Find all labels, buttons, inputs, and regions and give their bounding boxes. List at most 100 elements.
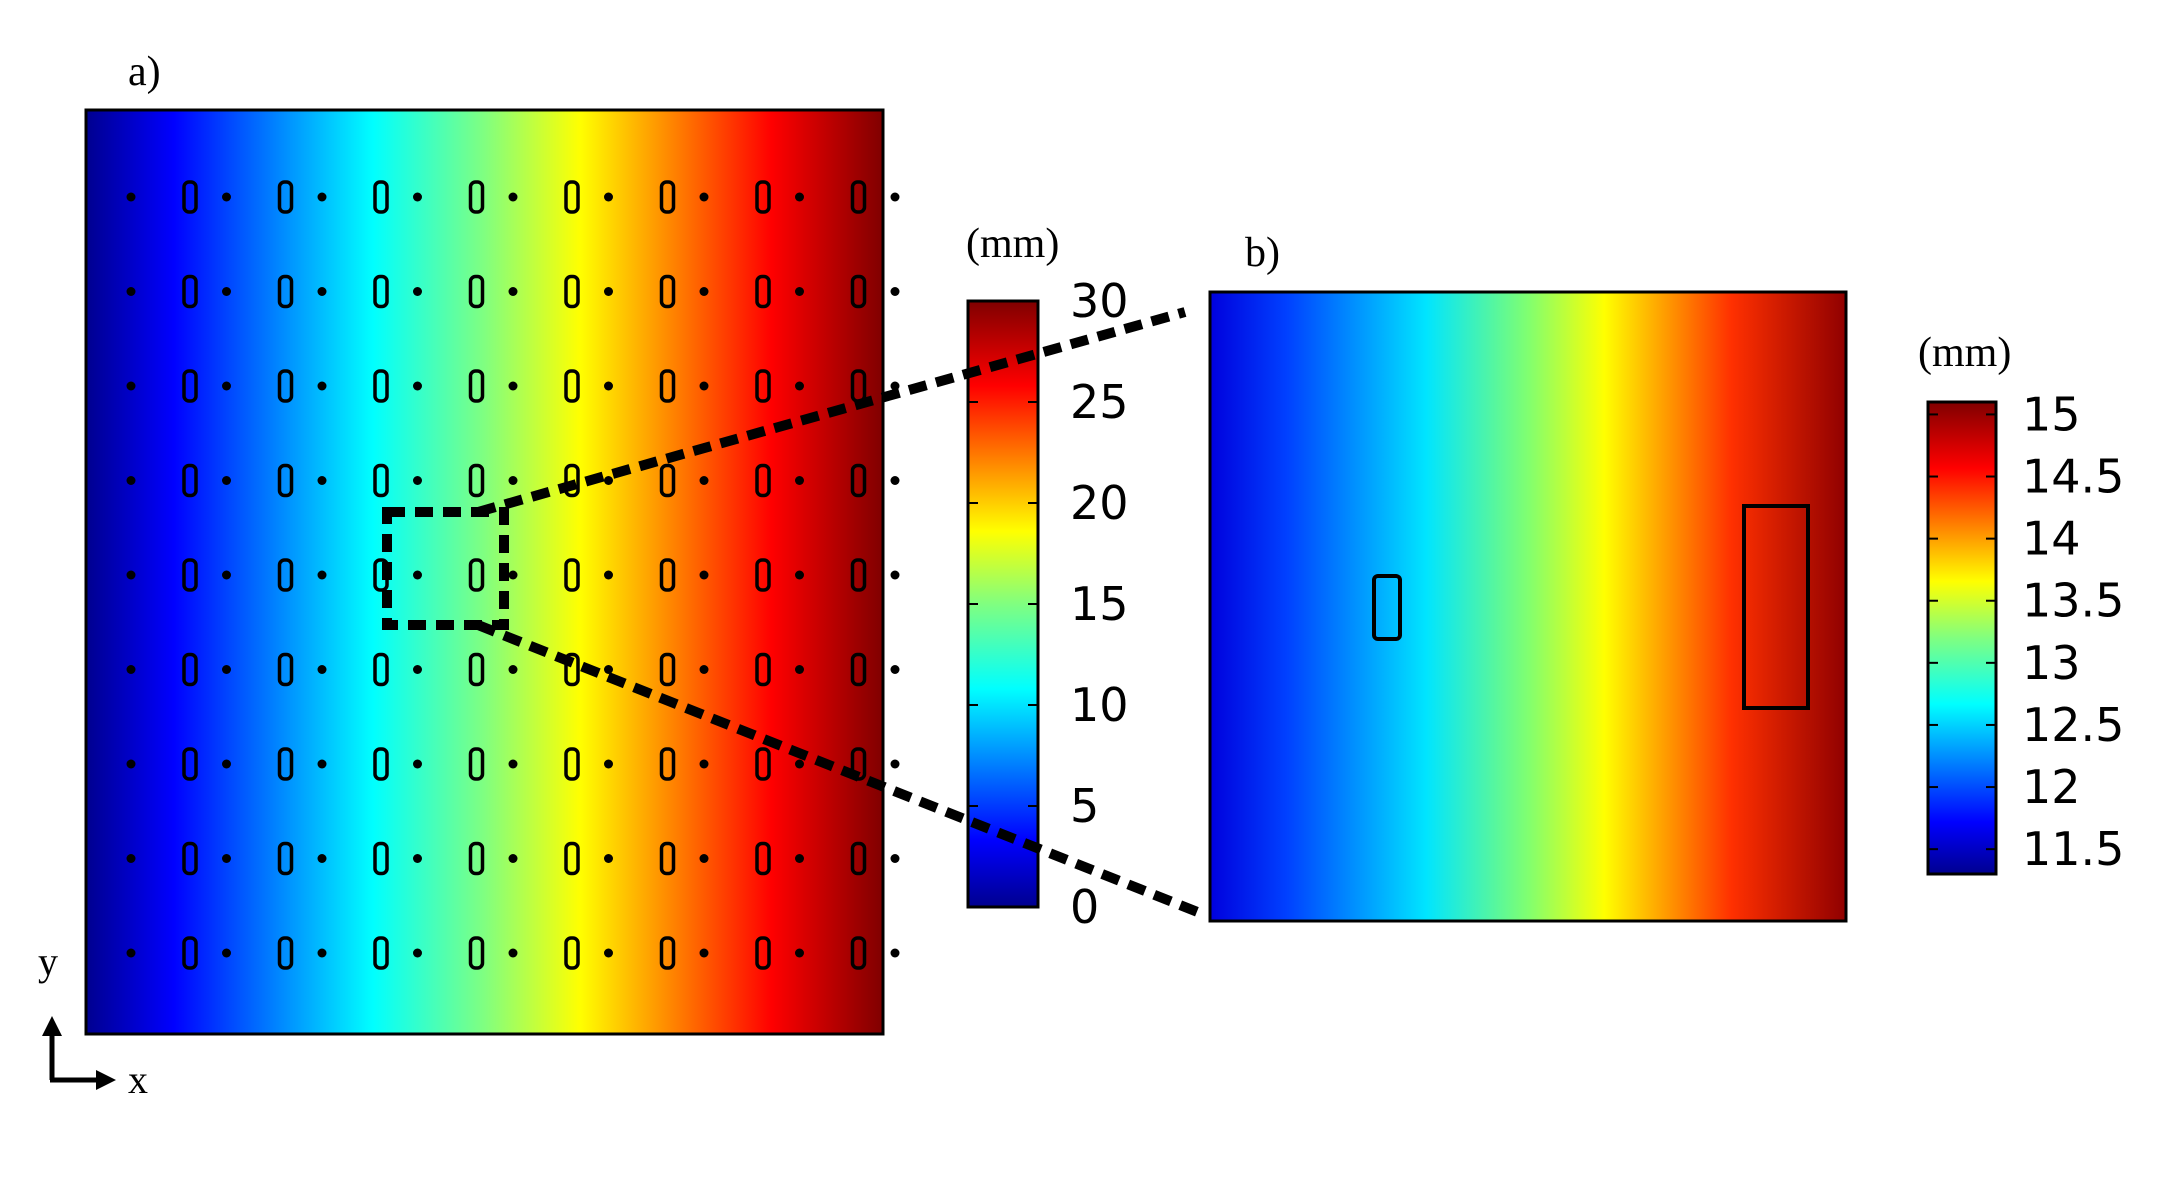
slot-hole: [850, 463, 867, 498]
small-hole-dot: [317, 381, 327, 391]
small-hole-dot: [317, 665, 327, 674]
small-hole-dot: [317, 570, 327, 580]
small-hole-dot: [890, 287, 900, 296]
small-hole-dot: [126, 854, 136, 863]
small-hole-dot: [413, 381, 422, 391]
small-hole-dot: [795, 948, 804, 958]
slot-hole: [468, 747, 485, 781]
y-axis-label: y: [38, 939, 58, 984]
small-hole-dot: [413, 948, 422, 958]
slot-hole: [373, 463, 389, 498]
hole-grid: [126, 180, 900, 970]
slot-hole: [564, 180, 580, 214]
colorbar-a-bar: [966, 299, 1040, 909]
slot-hole: [373, 841, 389, 876]
slot-hole: [755, 274, 771, 309]
zoom-line-top: [476, 307, 1187, 517]
slot-hole: [277, 369, 294, 403]
small-hole-dot: [604, 665, 613, 674]
y-arrowhead: [42, 1016, 62, 1036]
slot-hole: [755, 652, 771, 687]
slot-hole: [755, 558, 771, 592]
slot-hole: [659, 369, 676, 403]
colorbar-b: (mm) 11.5 12 12.5 13 13.5 14 14.5 15: [1918, 330, 2124, 876]
slot-hole: [468, 558, 485, 592]
small-hole-dot: [699, 759, 709, 769]
small-hole-dot: [222, 854, 231, 863]
slot-hole: [659, 180, 676, 214]
colorbar-b-tick-label: 12.5: [2022, 698, 2124, 752]
slot-hole: [850, 180, 867, 214]
slot-hole: [564, 652, 580, 687]
small-hole-dot: [222, 287, 231, 296]
small-hole-dot: [222, 476, 231, 485]
small-hole-dot: [604, 381, 613, 391]
small-hole-dot: [126, 665, 136, 674]
slot-hole: [182, 369, 198, 403]
slot-hole: [373, 180, 389, 214]
small-hole-dot: [413, 476, 422, 485]
small-hole-dot: [890, 570, 900, 580]
small-hole-dot: [126, 381, 136, 391]
slot-hole: [564, 841, 580, 876]
small-hole-dot: [413, 287, 422, 296]
colorbar-a: (mm) 0 5 10 15 20 25 30: [966, 221, 1129, 934]
small-hole-dot: [795, 381, 804, 391]
x-axis-label: x: [128, 1057, 148, 1102]
small-hole-dot: [604, 570, 613, 580]
slot-hole: [659, 463, 676, 498]
small-hole-dot: [317, 854, 327, 863]
slot-hole: [277, 558, 294, 592]
small-hole-dot: [222, 570, 231, 580]
slot-hole: [564, 558, 580, 592]
small-hole-dot: [413, 192, 422, 202]
slot-hole: [468, 936, 485, 970]
small-hole-dot: [699, 948, 709, 958]
panel-a-field: [84, 108, 885, 1036]
slot-hole: [659, 936, 676, 970]
small-hole-dot: [126, 570, 136, 580]
small-hole-dot: [795, 192, 804, 202]
slot-hole: [564, 936, 580, 970]
small-hole-dot: [413, 665, 422, 674]
panel-b-label: b): [1245, 230, 1280, 276]
panel-b-field: [1208, 290, 1848, 923]
slot-hole: [182, 652, 198, 687]
slot-hole: [277, 274, 294, 309]
slot-hole: [182, 936, 198, 970]
small-hole-dot: [604, 192, 613, 202]
small-hole-dot: [890, 476, 900, 485]
slot-hole: [373, 747, 389, 781]
colorbar-a-tick-label: 15: [1070, 577, 1129, 631]
small-hole-dot: [126, 948, 136, 958]
slot-hole: [468, 652, 485, 687]
large-hole: [1742, 504, 1810, 710]
colorbar-a-tick-label: 20: [1070, 476, 1129, 530]
small-hole-dot: [317, 192, 327, 202]
small-hole-dot: [699, 381, 709, 391]
small-hole-dot: [699, 192, 709, 202]
small-hole-dot: [699, 665, 709, 674]
small-hole-dot: [890, 854, 900, 863]
small-hole-dot: [508, 381, 518, 391]
slot-hole: [468, 369, 485, 403]
slot-hole: [564, 463, 580, 498]
small-hole-dot: [604, 476, 613, 485]
slot-hole: [755, 369, 771, 403]
small-hole-dot: [508, 665, 518, 674]
small-hole-dot: [795, 287, 804, 296]
small-hole-dot: [604, 854, 613, 863]
colorbar-a-unit: (mm): [966, 221, 1059, 267]
slot-hole: [373, 369, 389, 403]
small-hole-dot: [508, 759, 518, 769]
slot-hole: [755, 180, 771, 214]
small-hole-dot: [890, 665, 900, 674]
slot-hole: [468, 841, 485, 876]
x-arrowhead: [96, 1070, 116, 1090]
slot-hole: [373, 274, 389, 309]
small-hole-dot: [890, 759, 900, 769]
slot-hole: [850, 274, 867, 309]
slot-hole: [373, 652, 389, 687]
slot-hole: [659, 652, 676, 687]
slot-hole: [182, 747, 198, 781]
